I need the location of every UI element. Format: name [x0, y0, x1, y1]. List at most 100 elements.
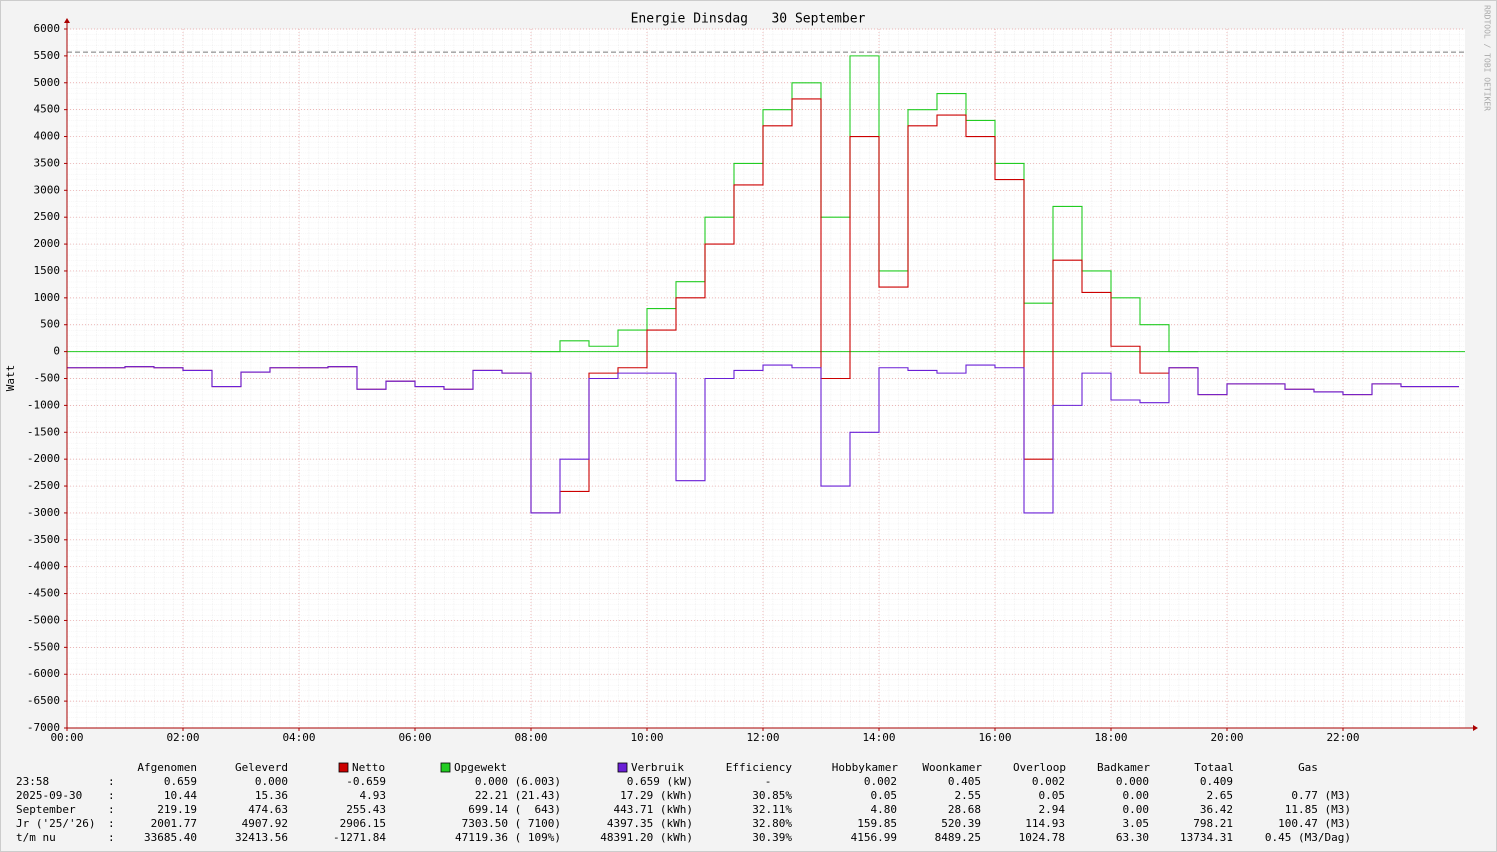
separator: : [108, 831, 115, 844]
column-header: Afgenomen [137, 761, 197, 774]
table-cell: 17.29 (kWh) [620, 789, 693, 802]
table-cell: 22.21 (21.43) [475, 789, 561, 802]
table-cell: 48391.20 (kWh) [600, 831, 693, 844]
legend-swatch [440, 762, 451, 773]
watermark: RRDTOOL / TOBI OETIKER [1483, 5, 1492, 111]
table-cell: 11.85 (M3) [1285, 803, 1351, 816]
y-tick-label: 2500 [34, 210, 61, 223]
y-tick-label: 2000 [34, 237, 61, 250]
x-tick-label: 00:00 [50, 731, 83, 744]
table-cell: 4907.92 [242, 817, 288, 830]
table-cell: 4.80 [871, 803, 898, 816]
y-tick-label: -2000 [27, 452, 60, 465]
table-cell: 0.77 (M3) [1291, 789, 1351, 802]
y-tick-label: -3000 [27, 506, 60, 519]
table-cell: 33685.40 [144, 831, 197, 844]
table-cell: 32.11% [752, 803, 792, 816]
separator: : [108, 817, 115, 830]
y-tick-label: -7000 [27, 721, 60, 734]
chart-title: Energie Dinsdag 30 September [631, 12, 866, 27]
table-cell: 32.80% [752, 817, 792, 830]
separator: : [108, 789, 115, 802]
x-tick-label: 12:00 [746, 731, 779, 744]
column-header: Totaal [1194, 761, 1234, 774]
y-tick-label: -2500 [27, 479, 60, 492]
column-header: Gas [1298, 761, 1318, 774]
y-tick-label: -5500 [27, 640, 60, 653]
y-tick-label: -1500 [27, 425, 60, 438]
column-header: Efficiency [726, 761, 793, 774]
table-cell: 3.05 [1123, 817, 1150, 830]
y-tick-label: -500 [34, 372, 61, 385]
table-cell: 36.42 [1200, 803, 1233, 816]
table-cell: 0.00 [1123, 803, 1150, 816]
table-cell: -0.659 [346, 775, 386, 788]
x-tick-label: 08:00 [514, 731, 547, 744]
table-cell: 63.30 [1116, 831, 1149, 844]
legend-label: Netto [352, 761, 385, 774]
y-tick-label: 4500 [34, 103, 61, 116]
y-tick-label: -6000 [27, 667, 60, 680]
y-tick-label: 6000 [34, 22, 61, 35]
y-tick-label: -4000 [27, 560, 60, 573]
table-cell: 4397.35 (kWh) [607, 817, 693, 830]
table-cell: 0.000 [255, 775, 288, 788]
row-label: Jr ('25/'26) [16, 817, 95, 830]
table-cell: 0.00 [1123, 789, 1150, 802]
row-label: t/m nu [16, 831, 56, 844]
table-cell: 13734.31 [1180, 831, 1233, 844]
table-cell: 114.93 [1025, 817, 1065, 830]
y-tick-label: 5500 [34, 49, 61, 62]
axis-arrow [64, 18, 70, 23]
table-cell: 0.002 [864, 775, 897, 788]
table-cell: 2.55 [955, 789, 982, 802]
y-tick-label: -5000 [27, 613, 60, 626]
separator: : [108, 775, 115, 788]
y-tick-label: 0 [53, 345, 60, 358]
table-cell: 10.44 [164, 789, 197, 802]
legend-swatch [617, 762, 628, 773]
table-cell: 30.85% [752, 789, 792, 802]
table-cell: 32413.56 [235, 831, 288, 844]
x-tick-label: 10:00 [630, 731, 663, 744]
table-cell: 2.94 [1039, 803, 1066, 816]
table-cell: 2906.15 [340, 817, 386, 830]
table-cell: 0.659 [164, 775, 197, 788]
row-label: September [16, 803, 76, 816]
table-cell: 0.000 [1116, 775, 1149, 788]
series-line [67, 364, 1459, 514]
table-cell: 0.000 (6.003) [475, 775, 561, 788]
y-tick-label: 3500 [34, 156, 61, 169]
column-header: Badkamer [1097, 761, 1150, 774]
table-cell: 520.39 [941, 817, 981, 830]
series-line [531, 55, 1198, 353]
x-tick-label: 14:00 [862, 731, 895, 744]
y-tick-label: 5000 [34, 76, 61, 89]
table-cell: 0.002 [1032, 775, 1065, 788]
row-label: 2025-09-30 [16, 789, 82, 802]
axis-arrow [1473, 725, 1478, 731]
table-cell: 474.63 [248, 803, 288, 816]
table-cell: 2001.77 [151, 817, 197, 830]
x-tick-label: 02:00 [166, 731, 199, 744]
y-tick-label: 1000 [34, 291, 61, 304]
y-tick-label: -1000 [27, 398, 60, 411]
table-cell: 15.36 [255, 789, 288, 802]
table-cell: 0.659 (kW) [627, 775, 693, 788]
table-cell: 0.409 [1200, 775, 1233, 788]
y-axis-label: Watt [4, 365, 17, 392]
table-cell: 0.05 [1039, 789, 1066, 802]
table-cell: 4.93 [360, 789, 387, 802]
table-cell: 255.43 [346, 803, 386, 816]
x-tick-label: 04:00 [282, 731, 315, 744]
separator: : [108, 803, 115, 816]
table-cell: 0.45 (M3/Dag) [1265, 831, 1351, 844]
x-tick-label: 22:00 [1326, 731, 1359, 744]
table-cell: 47119.36 ( 109%) [455, 831, 561, 844]
y-tick-label: 1500 [34, 264, 61, 277]
table-cell: 443.71 (kWh) [614, 803, 693, 816]
table-cell: 4156.99 [851, 831, 897, 844]
x-tick-label: 20:00 [1210, 731, 1243, 744]
